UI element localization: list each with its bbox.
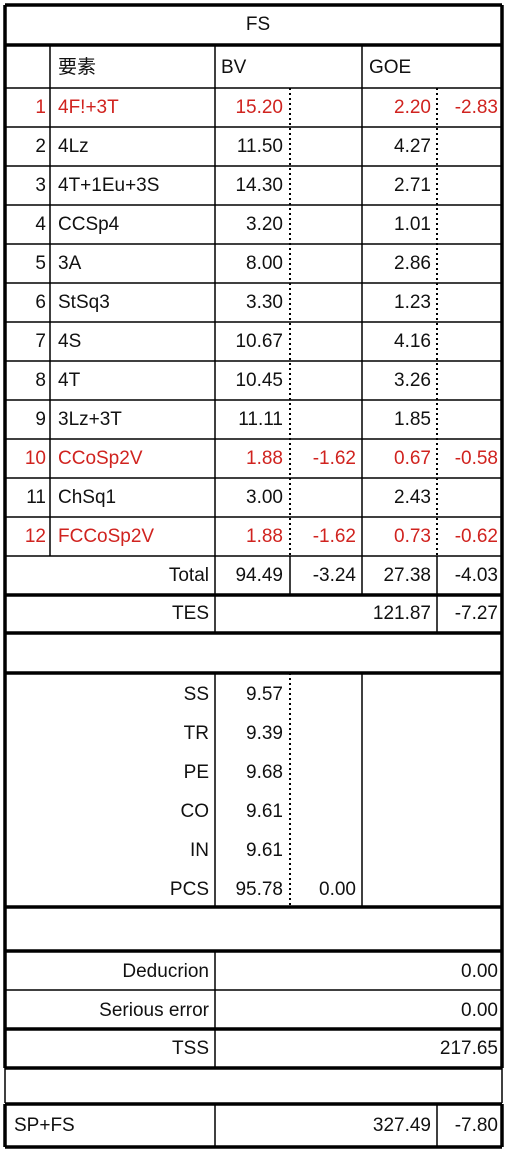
element-name: 4T [58,370,81,391]
element-name: CCoSp2V [58,448,143,469]
element-name: CCSp4 [58,214,120,235]
base-value: 3.00 [246,487,283,508]
goe: 4.27 [394,136,431,157]
goe-adjust: -0.58 [455,448,498,469]
goe: 2.71 [394,175,431,196]
goe: 3.26 [394,370,431,391]
component-value: 9.57 [246,684,283,705]
goe: 1.23 [394,292,431,313]
element-name: 4S [58,331,81,352]
row-label: TES [172,603,209,624]
row-label: Deducrion [122,961,209,982]
element-name: FCCoSp2V [58,526,154,547]
goe: 0.67 [394,448,431,469]
goe-adjust: -0.62 [455,526,498,547]
row-label: IN [190,840,209,861]
sheet-title: FS [246,14,270,35]
row-label: CO [181,801,210,822]
total-goe: 27.38 [383,565,431,586]
tes-adjust: -7.27 [455,603,498,624]
element-name: StSq3 [58,292,110,313]
base-value: 1.88 [246,526,283,547]
sp-fs-adjust: -7.80 [455,1115,498,1136]
element-number: 6 [35,292,46,313]
total-bv-adjust: -3.24 [313,565,357,586]
base-value: 15.20 [235,97,283,118]
sp-fs-value: 327.49 [373,1115,431,1136]
row-label: PE [184,762,209,783]
column-header: GOE [369,57,411,78]
element-number: 1 [35,97,46,118]
row-label: TR [184,723,209,744]
component-value: 9.68 [246,762,283,783]
element-number: 8 [35,370,46,391]
goe: 2.43 [394,487,431,508]
goe: 0.73 [394,526,431,547]
component-value: 9.61 [246,801,283,822]
component-value: 95.78 [235,879,283,900]
column-header: BV [221,57,247,78]
total-goe-adjust: -4.03 [455,565,498,586]
row-label: PCS [170,879,209,900]
element-number: 5 [35,253,46,274]
component-adjust: 0.00 [319,879,356,900]
element-name: 3A [58,253,82,274]
element-name: 4F!+3T [58,97,119,118]
column-header: 要素 [58,56,96,78]
goe: 2.86 [394,253,431,274]
element-number: 10 [25,448,46,469]
element-number: 9 [35,409,46,430]
element-name: ChSq1 [58,487,116,508]
base-value: 3.20 [246,214,283,235]
goe-adjust: -2.83 [455,97,498,118]
base-value: 8.00 [246,253,283,274]
element-name: 4T+1Eu+3S [58,175,159,196]
base-value: 3.30 [246,292,283,313]
base-value: 1.88 [246,448,283,469]
element-number: 4 [35,214,46,235]
element-number: 12 [25,526,46,547]
goe: 2.20 [394,97,431,118]
base-value-adjust: -1.62 [313,526,356,547]
element-name: 4Lz [58,136,89,157]
element-number: 3 [35,175,46,196]
base-value: 14.30 [235,175,283,196]
goe: 1.01 [394,214,431,235]
element-number: 2 [35,136,46,157]
row-label: Total [169,565,209,586]
goe: 1.85 [394,409,431,430]
element-number: 7 [35,331,46,352]
base-value: 11.50 [237,136,283,157]
deduction-value: 0.00 [461,961,498,982]
component-value: 9.61 [246,840,283,861]
component-value: 9.39 [246,723,283,744]
total-bv: 94.49 [235,565,283,586]
element-number: 11 [26,487,46,508]
tes-value: 121.87 [373,603,431,624]
row-label: SS [184,684,209,705]
base-value: 10.67 [235,331,283,352]
element-name: 3Lz+3T [58,409,122,430]
deduction-value: 0.00 [461,1000,498,1021]
row-label: SP+FS [14,1115,75,1136]
base-value: 10.45 [235,370,283,391]
tss-value: 217.65 [440,1038,498,1059]
base-value-adjust: -1.62 [313,448,356,469]
goe: 4.16 [394,331,431,352]
row-label: TSS [172,1038,209,1059]
row-label: Serious error [99,1000,209,1021]
base-value: 11.11 [238,409,283,430]
